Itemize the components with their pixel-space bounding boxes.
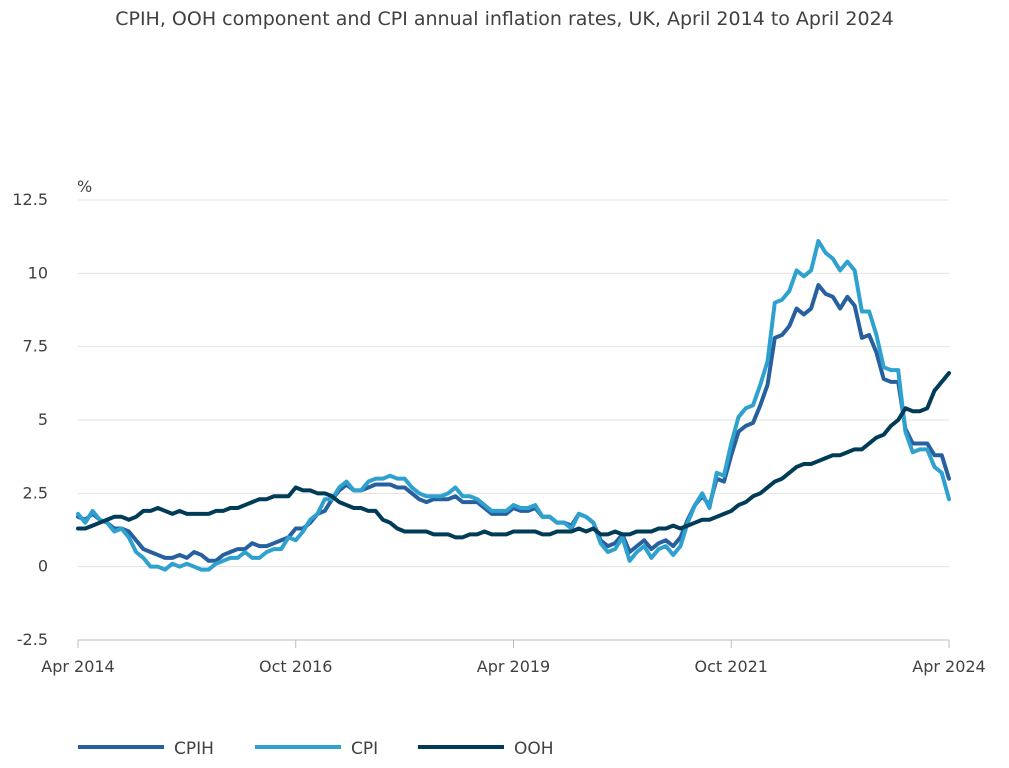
legend: CPIH CPI OOH	[78, 739, 554, 759]
chart-title: CPIH, OOH component and CPI annual infla…	[115, 8, 894, 30]
y-axis-unit-label: %	[77, 177, 92, 196]
legend-label-cpi: CPI	[351, 739, 378, 759]
gridlines	[78, 199, 949, 641]
legend-label-cpih: CPIH	[174, 739, 214, 759]
y-tick-label: 7.5	[23, 337, 48, 356]
x-tick-label: Apr 2019	[477, 657, 550, 676]
legend-label-ooh: OOH	[514, 739, 554, 759]
series-line-cpi	[76, 239, 951, 572]
x-tick-label: Apr 2014	[41, 657, 114, 676]
x-tick-label: Apr 2024	[912, 657, 985, 676]
x-tick-label: Oct 2021	[695, 657, 768, 676]
series-line-cpih	[76, 283, 951, 563]
y-tick-label: 10	[28, 263, 48, 282]
series-line-ooh	[76, 371, 951, 540]
y-tick-label: 5	[38, 410, 48, 429]
series-lines	[76, 239, 951, 572]
x-axis: Apr 2014 Oct 2016 Apr 2019 Oct 2021 Apr 2024	[41, 640, 986, 676]
y-axis: % 12.5 10 7.5 5 2.5 0 -2.5	[12, 177, 92, 649]
x-tick-label: Oct 2016	[259, 657, 332, 676]
y-tick-label: 2.5	[23, 483, 48, 502]
y-tick-label: 0	[38, 557, 48, 576]
y-tick-label: -2.5	[17, 630, 48, 649]
y-tick-label: 12.5	[12, 190, 48, 209]
